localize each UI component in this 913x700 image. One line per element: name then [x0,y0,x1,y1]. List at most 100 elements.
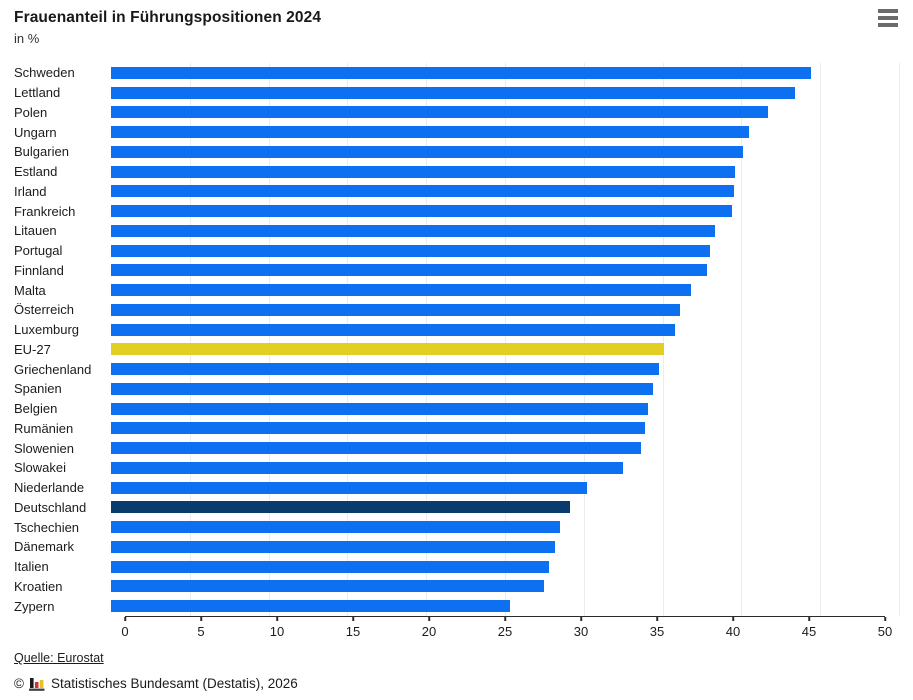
tick-label-10: 10 [269,624,285,639]
label-row-belgien: Belgien [14,399,111,419]
bar-row-schweden [111,63,899,83]
label-row-luxemburg: Luxemburg [14,320,111,340]
bar-griechenland [111,363,660,376]
bar--sterreich [111,303,680,316]
label-row-irland: Irland [14,182,111,202]
label-row-rum-nien: Rumänien [14,419,111,439]
row-label-griechenland: Griechenland [14,361,92,377]
bar-spanien [111,382,654,395]
tick-mark-25 [504,617,506,621]
label-row-tschechien: Tschechien [14,517,111,537]
bar-italien [111,560,550,573]
bar-row-griechenland [111,359,899,379]
bar-zypern [111,600,510,613]
bar-row-irland [111,182,899,202]
bar-row-lettland [111,83,899,103]
bar-row-portugal [111,241,899,261]
label-row-kroatien: Kroatien [14,577,111,597]
tick-label-20: 20 [421,624,437,639]
bar-finnland [111,264,707,277]
row-label-polen: Polen [14,104,48,120]
label-row-lettland: Lettland [14,83,111,103]
label-row-malta: Malta [14,280,111,300]
footer: Quelle: Eurostat © Statistisches Bundesa… [14,651,899,691]
header: Frauenanteil in Führungspositionen 2024 … [0,0,913,46]
bar-slowakei [111,461,624,474]
row-label-zypern: Zypern [14,598,55,614]
gridline-35 [662,63,664,616]
gridline-50 [899,63,900,616]
bar-row-deutschland [111,498,899,518]
label-row-portugal: Portugal [14,241,111,261]
row-label-deutschland: Deutschland [14,499,87,515]
bar-eu-27 [111,343,665,356]
bar-row-finnland [111,261,899,281]
tick-label-5: 5 [197,624,205,639]
bar-belgien [111,402,649,415]
row-label-finnland: Finnland [14,262,64,278]
bar-row-zypern [111,596,899,616]
gridline-25 [505,63,506,616]
gridline-45 [820,63,822,616]
label-row-bulgarien: Bulgarien [14,142,111,162]
bar-row-luxemburg [111,320,899,340]
row-label-litauen: Litauen [14,223,57,239]
label-row-polen: Polen [14,103,111,123]
tick-mark-30 [580,617,582,621]
bar-polen [111,106,769,119]
row-label-ungarn: Ungarn [14,124,57,140]
bar-row-ungarn [111,122,899,142]
tick-mark-10 [276,617,278,621]
bar-row-belgien [111,399,899,419]
label-row-niederlande: Niederlande [14,478,111,498]
gridline-10 [268,63,270,616]
bar-row-bulgarien [111,142,899,162]
source-link[interactable]: Quelle: Eurostat [14,651,104,665]
bar-bulgarien [111,145,743,158]
bar-estland [111,165,736,178]
tick-mark-45 [808,617,810,621]
label-row-zypern: Zypern [14,596,111,616]
bar-schweden [111,66,811,79]
gridline-15 [347,63,349,616]
row-label-italien: Italien [14,559,49,575]
bars-container [111,63,899,616]
label-row-deutschland: Deutschland [14,498,111,518]
tick-mark-50 [884,617,886,621]
tick-mark-15 [352,617,354,621]
row-label-frankreich: Frankreich [14,203,76,219]
gridline-20 [426,63,428,616]
label-row-griechenland: Griechenland [14,359,111,379]
chart-subtitle: in % [14,31,40,46]
label-row-spanien: Spanien [14,379,111,399]
label-row-d-nemark: Dänemark [14,537,111,557]
bar-slowenien [111,442,641,455]
tick-label-35: 35 [649,624,665,639]
label-row-ungarn: Ungarn [14,122,111,142]
destatis-logo-icon [28,677,45,691]
label-row-finnland: Finnland [14,261,111,281]
bar-d-nemark [111,540,556,553]
label-row-slowakei: Slowakei [14,458,111,478]
gridlines [111,63,900,616]
tick-label-45: 45 [801,624,817,639]
bar-portugal [111,244,710,257]
bar-malta [111,284,691,297]
bar-row-frankreich [111,201,899,221]
tick-mark-40 [732,617,734,621]
row-label-slowakei: Slowakei [14,460,67,476]
row-label-lettland: Lettland [14,85,61,101]
bar-ungarn [111,126,750,139]
row-label-eu-27: EU-27 [14,341,51,357]
hamburger-menu-icon[interactable] [878,9,900,27]
tick-label-30: 30 [573,624,589,639]
bar-rum-nien [111,422,646,435]
tick-label-15: 15 [345,624,361,639]
copyright-line: © Statistisches Bundesamt (Destatis), 20… [14,676,899,691]
tick-label-50: 50 [877,624,893,639]
bar-row--sterreich [111,300,899,320]
bar-row-spanien [111,379,899,399]
hamburger-line [878,9,898,13]
row-label-niederlande: Niederlande [14,480,85,496]
hamburger-line [878,23,898,27]
